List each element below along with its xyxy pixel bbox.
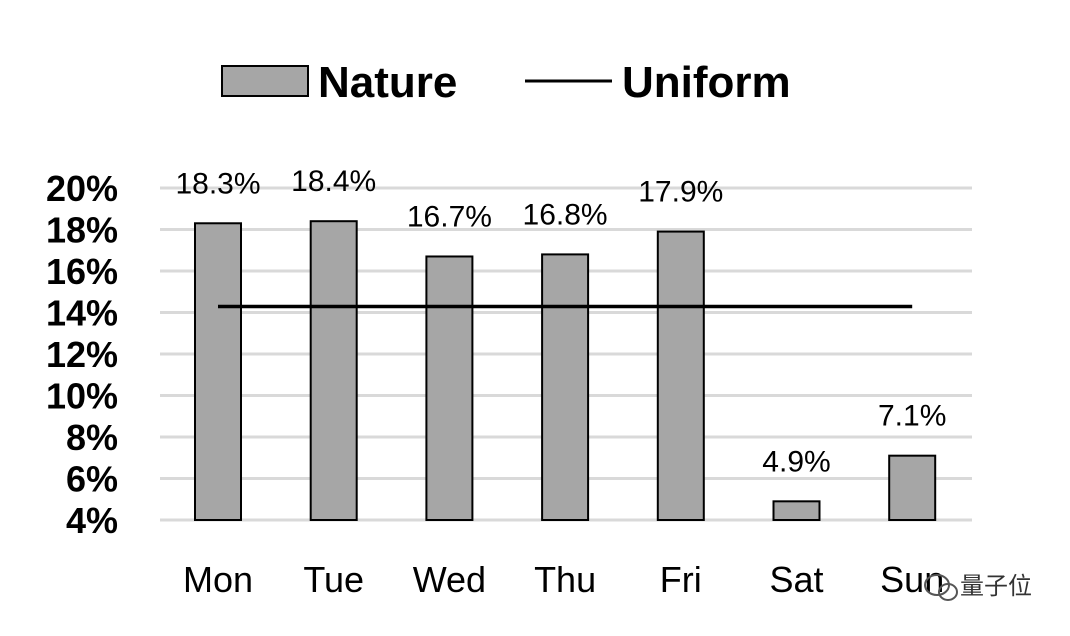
y-tick-label: 10% xyxy=(46,376,118,417)
data-label: 18.3% xyxy=(175,167,260,200)
bar-mon xyxy=(194,222,242,521)
y-tick-label: 8% xyxy=(66,417,118,458)
data-label: 4.9% xyxy=(762,445,830,478)
data-label: 16.8% xyxy=(523,198,608,231)
watermark-text: 量子位 xyxy=(960,572,1032,600)
y-axis-ticks: 20%18%16%14%12%10%8%6%4% xyxy=(46,168,118,541)
bars xyxy=(194,220,937,522)
x-tick-label: Sun xyxy=(880,559,944,600)
bar-tue xyxy=(309,220,358,521)
y-tick-label: 4% xyxy=(66,500,118,541)
x-axis-ticks: Mon Tue Wed Thu Fri Sat Sun xyxy=(183,559,944,600)
y-tick-label: 12% xyxy=(46,334,118,375)
data-label: 18.4% xyxy=(291,165,376,198)
x-tick-label: Sat xyxy=(769,559,823,600)
bar-fri xyxy=(656,230,705,521)
y-tick-label: 20% xyxy=(46,168,118,209)
y-tick-label: 14% xyxy=(46,293,118,334)
legend-uniform-label: Uniform xyxy=(622,58,791,107)
x-tick-label: Tue xyxy=(303,559,364,600)
data-labels: 18.3% 18.4% 16.7% 16.8% 17.9% 4.9% 7.1% xyxy=(175,165,946,478)
x-tick-label: Thu xyxy=(534,559,596,600)
bar-thu xyxy=(541,253,590,521)
y-tick-label: 6% xyxy=(66,459,118,500)
x-tick-label: Fri xyxy=(660,559,702,600)
legend-nature-swatch xyxy=(221,65,309,97)
bar-wed xyxy=(425,255,474,521)
watermark: 量子位 xyxy=(924,572,1032,601)
data-label: 17.9% xyxy=(638,176,723,209)
y-tick-label: 18% xyxy=(46,210,118,251)
x-tick-label: Wed xyxy=(413,559,486,600)
y-tick-label: 16% xyxy=(46,251,118,292)
bar-sun xyxy=(888,454,937,521)
data-label: 7.1% xyxy=(878,400,946,433)
watermark-logo-icon xyxy=(924,574,958,601)
data-label: 16.7% xyxy=(407,200,492,233)
x-tick-label: Mon xyxy=(183,559,253,600)
legend-nature-label: Nature xyxy=(318,58,457,107)
legend: Nature Uniform xyxy=(221,58,791,107)
bar-sat xyxy=(772,500,821,522)
